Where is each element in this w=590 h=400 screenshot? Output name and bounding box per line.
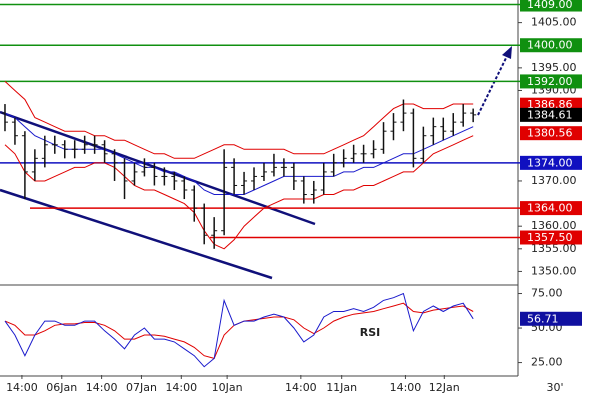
price-label: 1380.56 <box>520 126 582 141</box>
rsi-label: RSI <box>360 326 381 339</box>
indicator-line <box>4 81 474 159</box>
x-tick-label: 14:00 <box>390 381 422 394</box>
x-tick-label: 11Jan <box>326 381 357 394</box>
rsi-line <box>4 292 474 368</box>
x-tick-label: 14:00 <box>165 381 197 394</box>
y-tick-label: 1350.00 <box>531 264 577 277</box>
price-label: 56.71 <box>520 311 582 326</box>
price-label-text: 1374.00 <box>527 156 573 169</box>
y-tick-label: 1395.00 <box>531 61 577 74</box>
price-label-text: 1357.50 <box>527 231 573 244</box>
price-label-box <box>520 126 582 141</box>
price-label-box <box>520 38 582 53</box>
x-tick-label: 14:00 <box>285 381 317 394</box>
price-label-text: 1384.61 <box>527 108 573 121</box>
price-label: 1374.00 <box>520 155 582 170</box>
price-label: 1392.00 <box>520 74 582 89</box>
arrow-head <box>502 46 512 59</box>
price-label-box <box>520 155 582 170</box>
price-label-box <box>520 0 582 12</box>
y-tick-label: 1360.00 <box>531 219 577 232</box>
trend-line <box>0 110 316 226</box>
price-label-text: 1392.00 <box>527 75 573 88</box>
price-label: 1409.00 <box>520 0 582 12</box>
x-tick-label: 14:00 <box>86 381 118 394</box>
price-label: 1400.00 <box>520 38 582 53</box>
x-tick-label: 10Jan <box>212 381 243 394</box>
indicator-line <box>4 135 474 250</box>
price-label-text: 1409.00 <box>527 0 573 11</box>
trend-line <box>0 188 273 280</box>
arrow <box>477 53 509 116</box>
price-label-box <box>520 107 582 122</box>
x-tick-label: 07Jan <box>126 381 157 394</box>
price-label-text: 1380.56 <box>527 127 573 140</box>
y-tick-label: 75.00 <box>531 287 563 300</box>
price-label: 1384.61 <box>520 107 582 122</box>
x-tick-label: 06Jan <box>46 381 77 394</box>
price-label-text: 1364.00 <box>527 202 573 215</box>
timeframe-label: 30' <box>546 381 563 394</box>
price-label-text: 1400.00 <box>527 39 573 52</box>
y-tick-label: 25.00 <box>531 356 563 369</box>
y-tick-label: 1355.00 <box>531 242 577 255</box>
x-tick-label: 14:00 <box>6 381 38 394</box>
price-label-text: 56.71 <box>527 312 559 325</box>
price-label: 1364.00 <box>520 201 582 216</box>
price-label: 1357.50 <box>520 230 582 245</box>
y-tick-label: 1405.00 <box>531 16 577 29</box>
price-label-box <box>520 230 582 245</box>
price-label-box <box>520 311 582 326</box>
x-tick-label: 12Jan <box>429 381 460 394</box>
price-label-box <box>520 74 582 89</box>
price-label-box <box>520 201 582 216</box>
y-tick-label: 1370.00 <box>531 174 577 187</box>
